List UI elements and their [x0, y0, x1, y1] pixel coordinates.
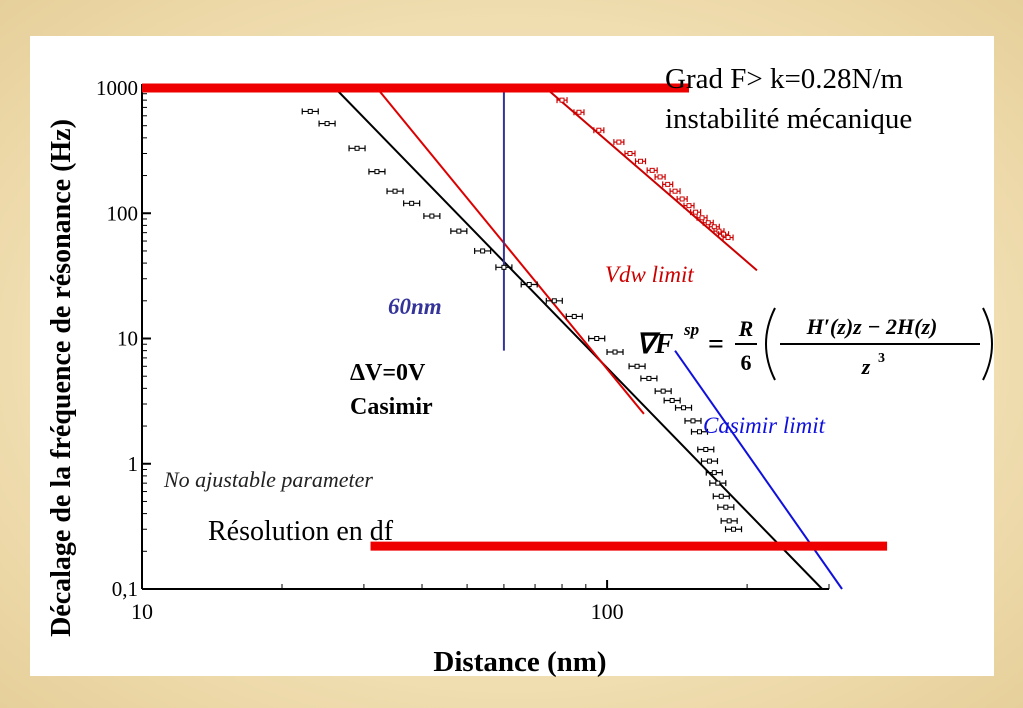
- theory-line: [334, 87, 823, 590]
- casimir-data-point: [684, 417, 702, 424]
- casimir-data-point: [628, 363, 646, 370]
- plot-panel-background: [30, 36, 994, 676]
- formula-lhs: ∇F: [636, 329, 674, 360]
- vdw-data-point: [654, 173, 666, 180]
- vdw-data-point: [613, 139, 625, 146]
- casimir-data-point: [654, 388, 672, 395]
- no-parameter-label: No ajustable parameter: [163, 467, 373, 492]
- y-tick-label: 10: [117, 327, 138, 351]
- vdw-data-point: [696, 214, 708, 221]
- formula-6: 6: [741, 350, 752, 375]
- casimir-data-point: [674, 404, 693, 411]
- fit-lines-group: [142, 83, 888, 590]
- formula-R: R: [738, 316, 754, 341]
- casimir-data-point: [663, 397, 681, 404]
- casimir-data-point: [545, 297, 563, 304]
- vdw-limit-line: [376, 87, 645, 415]
- casimir-data-point: [318, 120, 336, 127]
- vdw-data-point: [624, 150, 636, 157]
- y-tick-label: 0,1: [112, 577, 138, 601]
- casimir-data-point: [709, 480, 727, 487]
- formula-numerator: H′(z)z − 2H(z): [806, 314, 938, 339]
- casimir-data-point: [474, 247, 492, 254]
- y-tick-label: 1: [128, 452, 139, 476]
- vdw-fit-line: [548, 90, 758, 272]
- y-axis-title: Décalage de la fréquence de résonance (H…: [46, 119, 77, 637]
- formula-denominator-exponent: 3: [878, 351, 885, 366]
- vdw-data-point: [669, 188, 681, 195]
- delta-v-label: ΔV=0V: [350, 360, 426, 386]
- y-tick-label: 100: [107, 201, 139, 225]
- casimir-data-point: [705, 469, 723, 476]
- vdw-data-point: [683, 202, 695, 209]
- casimir-data-point: [724, 526, 743, 533]
- x-axis-title: Distance (nm): [433, 646, 606, 678]
- casimir-data-point: [690, 428, 709, 435]
- casimir-data-point: [450, 228, 468, 235]
- vdw-limit-label: Vdw limit: [605, 262, 694, 287]
- vdw-data-point: [662, 181, 674, 188]
- formula-denominator: z: [861, 354, 871, 379]
- casimir-data-point: [712, 493, 730, 500]
- casimir-formula: ∇F sp = R 6 H′(z)z − 2H(z) z 3: [636, 307, 993, 381]
- casimir-data-point: [565, 313, 583, 320]
- casimir-data-point: [717, 504, 735, 511]
- formula-right-paren: [982, 307, 993, 381]
- casimir-data-point: [368, 168, 386, 175]
- casimir-data-point: [301, 108, 319, 115]
- grad-annotation-line1: Grad F> k=0.28N/m: [665, 63, 904, 95]
- casimir-data-point: [606, 349, 624, 356]
- vdw-data-point: [593, 127, 605, 134]
- formula-left-paren: [765, 307, 776, 381]
- vdw-data-point: [676, 195, 688, 202]
- casimir-data-point: [520, 281, 538, 288]
- vdw-data-point: [722, 234, 734, 241]
- formula-superscript: sp: [683, 320, 699, 339]
- casimir-data-point: [720, 517, 738, 524]
- 60nm-label: 60nm: [388, 294, 442, 319]
- grad-annotation-line2: instabilité mécanique: [665, 103, 912, 135]
- casimir-data-point: [700, 458, 719, 465]
- resolution-label: Résolution en df: [208, 516, 394, 547]
- x-tick-label: 10: [131, 599, 153, 624]
- axes-group: 0,1 1 10 100 1000 10 100: [96, 76, 830, 624]
- formula-equals: =: [708, 329, 724, 360]
- vdw-data-point: [717, 231, 730, 238]
- casimir-data-point: [423, 213, 441, 220]
- x-tick-label: 100: [591, 599, 624, 624]
- casimir-label: Casimir: [350, 394, 433, 420]
- casimir-data-point: [386, 188, 404, 195]
- casimir-data-point: [588, 335, 606, 342]
- casimir-data-point: [640, 375, 658, 382]
- vdw-data-point: [646, 167, 658, 174]
- vdw-data-point: [690, 209, 702, 216]
- y-tick-label: 1000: [96, 76, 138, 100]
- casimir-data-point: [348, 145, 366, 152]
- casimir-data-point: [495, 264, 513, 271]
- casimir-data-point: [403, 200, 421, 207]
- data-points-group: [301, 97, 743, 533]
- casimir-limit-label: Casimir limit: [703, 413, 826, 438]
- vdw-data-point: [573, 109, 585, 116]
- vdw-data-point: [634, 158, 647, 165]
- vdw-data-point: [556, 97, 568, 104]
- casimir-data-point: [697, 446, 715, 453]
